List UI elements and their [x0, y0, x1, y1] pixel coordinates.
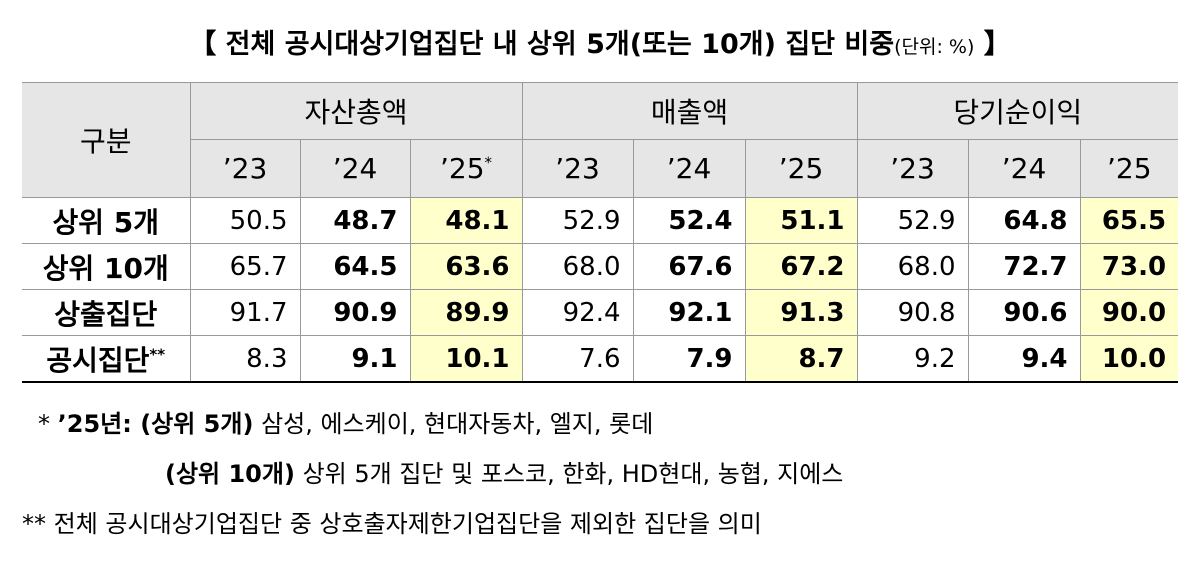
year: ’23	[555, 152, 600, 185]
bracket: 【	[189, 29, 217, 60]
cell: 65.5	[1079, 197, 1179, 244]
bracket: 】	[983, 29, 1011, 60]
cell: 91.7	[189, 289, 301, 336]
cell: 9.4	[967, 335, 1081, 383]
cell: 90.6	[967, 289, 1081, 336]
cell: 68.0	[856, 243, 969, 290]
note-bold: (상위 10개)	[165, 460, 295, 488]
header-cell: 매출액	[521, 82, 858, 140]
header-row: 구분 자산총액 매출액 당기순이익	[22, 82, 1179, 198]
table-row: 공시집단** 8.3 9.1 10.1 7.6 7.9 8.7 9.2 9.4 10.0	[22, 335, 1179, 383]
year: ’23	[890, 152, 935, 185]
header-cell: 자산총액	[189, 82, 523, 140]
row-label: 공시집단**	[22, 335, 191, 383]
cell: 65.7	[189, 243, 301, 290]
header-cell: ’23	[856, 139, 969, 198]
table-row: 상위 10개 65.7 64.5 63.6 68.0 67.6 67.2 68.0 72.7 73…	[22, 243, 1179, 290]
cell: 8.3	[189, 335, 301, 383]
header-cell: ’23	[521, 139, 634, 198]
header-row: ’23’24’25* ’23’24’25’23’24’25	[22, 139, 1179, 198]
note-bold: ’25년: (상위 5개)	[57, 410, 254, 438]
label: 상위 10개	[42, 251, 169, 285]
header-cell: ’23	[190, 139, 301, 198]
cell: 52.4	[632, 197, 746, 244]
note-text: 전체 공시대상기업집단 중 상호출자제한기업집단을 제외한 집단을 의미	[53, 510, 762, 538]
note-marker: **	[22, 510, 46, 538]
cell: 92.1	[632, 289, 746, 336]
cell: 9.2	[856, 335, 969, 383]
cell: 48.1	[409, 197, 523, 244]
row-label: 상출집단	[22, 289, 191, 336]
cell: 72.7	[967, 243, 1081, 290]
note-mark: **	[149, 345, 166, 364]
cell: 48.7	[299, 197, 411, 244]
header-cell: ’24	[299, 139, 411, 198]
table-row: 상출집단 91.7 90.9 89.9 92.4 92.1 91.3 90.8 90.6 90.0	[22, 289, 1179, 336]
cell: 8.7	[744, 335, 858, 383]
cell: 7.9	[632, 335, 746, 383]
cell: 67.2	[744, 243, 858, 290]
note-text: 삼성, 에스케이, 현대자동차, 엘지, 롯데	[261, 410, 654, 438]
label: 상출집단	[54, 297, 158, 331]
year: ’24	[332, 152, 378, 185]
cell: 90.8	[856, 289, 969, 336]
footnote: ** 전체 공시대상기업집단 중 상호출자제한기업집단을 제외한 집단을 의미	[22, 504, 762, 539]
note-marker: *	[38, 410, 50, 438]
header-cell: ’25*	[409, 139, 523, 198]
cell: 51.1	[744, 197, 858, 244]
cell: 91.3	[744, 289, 858, 336]
cell: 10.0	[1079, 335, 1179, 383]
cell: 64.8	[967, 197, 1081, 244]
footnote: * ’25년: (상위 5개) 삼성, 에스케이, 현대자동차, 엘지, 롯데	[38, 404, 653, 439]
unit: (단위: %)	[894, 36, 975, 58]
year: ’25	[440, 152, 485, 185]
cell: 92.4	[521, 289, 634, 336]
cell: 90.0	[1079, 289, 1179, 336]
cell: 10.1	[409, 335, 523, 383]
footnote: (상위 10개) 상위 5개 집단 및 포스코, 한화, HD현대, 농협, 지…	[165, 454, 843, 489]
year: ’25	[1107, 152, 1152, 185]
note-mark: *	[484, 153, 493, 172]
cell: 64.5	[299, 243, 411, 290]
cell: 52.9	[856, 197, 969, 244]
table: 구분 자산총액 매출액 당기순이익 ’23’24’25* ’23’24’25’23’24’…	[22, 82, 1179, 383]
cell: 50.5	[189, 197, 301, 244]
cell: 68.0	[521, 243, 634, 290]
cell: 9.1	[299, 335, 411, 383]
title-text: 전체 공시대상기업집단 내 상위 5개(또는 10개) 집단 비중	[225, 29, 895, 60]
note-text: 상위 5개 집단 및 포스코, 한화, HD현대, 농협, 지에스	[302, 460, 844, 488]
row-label: 상위 10개	[22, 243, 191, 290]
year: ’25	[778, 152, 824, 185]
header-cell: 구분	[22, 82, 191, 198]
header-cell: ’24	[967, 139, 1081, 198]
table-row: 상위 5개 50.5 48.7 48.1 52.9 52.4 51.1 52.9 64.8 65.…	[22, 197, 1179, 244]
title: 【 전체 공시대상기업집단 내 상위 5개(또는 10개) 집단 비중(단위: …	[0, 22, 1200, 61]
cell: 90.9	[299, 289, 411, 336]
year: ’24	[1001, 152, 1047, 185]
cell: 52.9	[521, 197, 634, 244]
header-cell: ’24	[632, 139, 746, 198]
row-label: 상위 5개	[22, 197, 191, 244]
label: 공시집단	[46, 343, 150, 377]
year: ’24	[666, 152, 712, 185]
cell: 7.6	[521, 335, 634, 383]
cell: 67.6	[632, 243, 746, 290]
header-cell: ’25	[1079, 139, 1179, 198]
header-cell: 당기순이익	[856, 82, 1179, 140]
cell: 89.9	[409, 289, 523, 336]
label: 상위 5개	[52, 205, 159, 239]
year: ’23	[222, 152, 268, 185]
header-cell: ’25	[744, 139, 858, 198]
cell: 63.6	[409, 243, 523, 290]
cell: 73.0	[1079, 243, 1179, 290]
